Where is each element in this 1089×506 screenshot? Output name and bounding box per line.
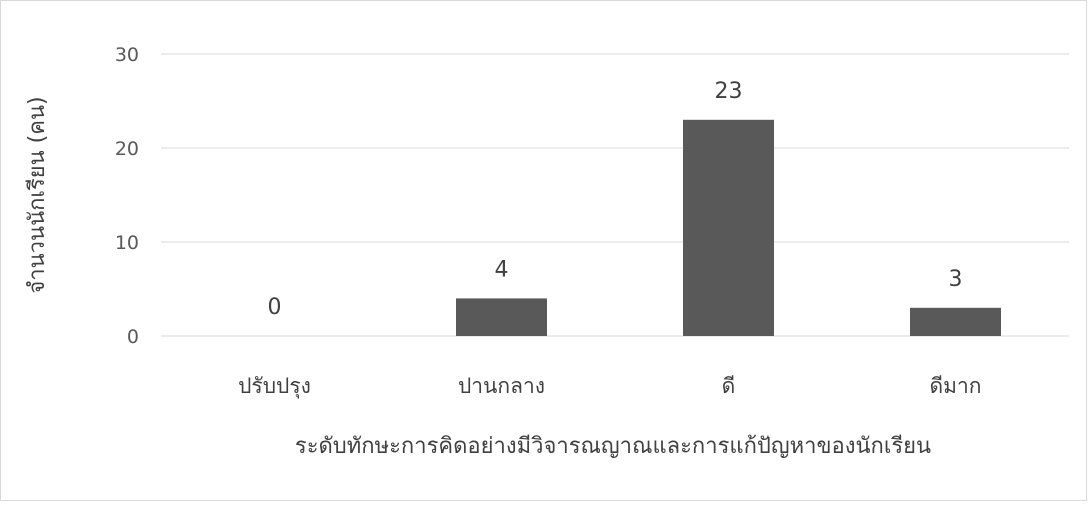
category-label: ปานกลาง (458, 374, 545, 398)
y-axis-ticks: 0 10 20 30 (115, 44, 139, 348)
data-label: 0 (268, 295, 282, 320)
data-label: 3 (949, 267, 963, 292)
y-tick-label: 10 (115, 232, 139, 254)
y-tick-label: 20 (115, 138, 139, 160)
x-axis-label: ระดับทักษะการคิดอย่างมีวิจารณญาณและการแก… (295, 434, 931, 459)
x-axis-categories: ปรับปรุง ปานกลาง ดี ดีมาก (238, 374, 981, 399)
bar (683, 119, 774, 336)
bar (910, 307, 1001, 336)
category-label: ดี (722, 374, 736, 398)
category-label: ปรับปรุง (238, 374, 311, 399)
data-label: 23 (715, 79, 743, 104)
gridlines (161, 53, 1069, 337)
bars (456, 119, 1001, 336)
y-tick-label: 0 (127, 326, 139, 348)
data-labels: 0 4 23 3 (268, 79, 963, 320)
category-label: ดีมาก (930, 374, 982, 398)
bar (456, 298, 547, 336)
data-label: 4 (495, 257, 509, 282)
y-tick-label: 30 (115, 44, 139, 66)
y-axis-label: จำนวนนักเรียน (คน) (25, 96, 50, 293)
